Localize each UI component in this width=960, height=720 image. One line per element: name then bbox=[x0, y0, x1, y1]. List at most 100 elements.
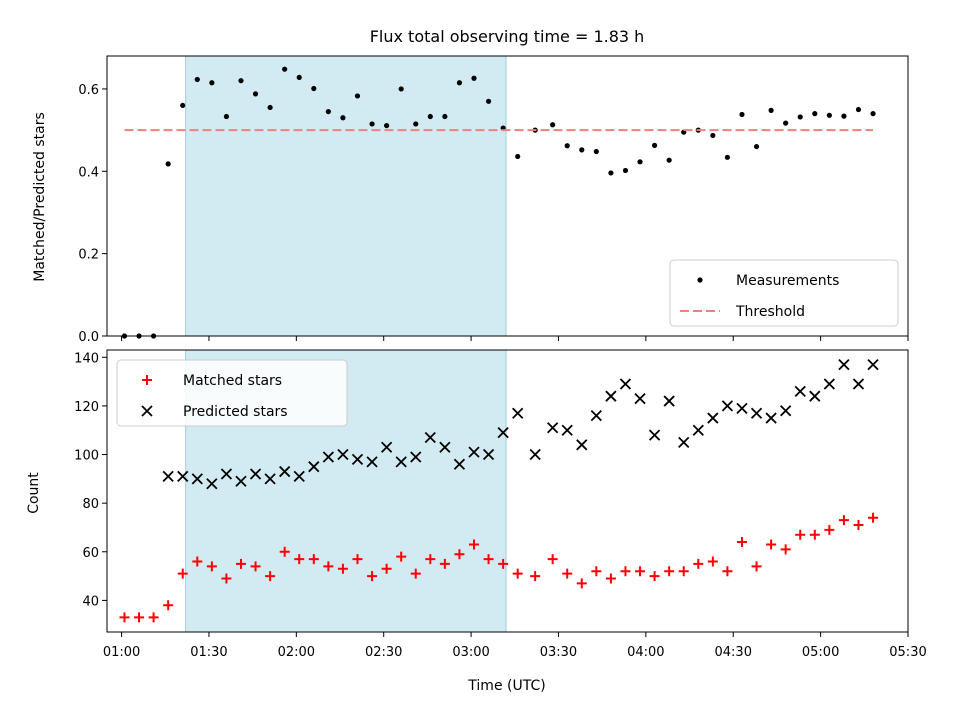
data-point bbox=[867, 358, 879, 371]
data-point bbox=[442, 113, 448, 120]
data-point bbox=[765, 412, 777, 424]
x-tick-label: 05:00 bbox=[802, 645, 839, 660]
data-point bbox=[337, 448, 349, 461]
data-point bbox=[223, 113, 230, 120]
data-point bbox=[678, 566, 689, 577]
legend-label: Threshold bbox=[735, 304, 805, 320]
data-point bbox=[267, 104, 273, 111]
data-point bbox=[325, 108, 331, 115]
data-point bbox=[648, 429, 661, 441]
y-tick-label: 0.2 bbox=[78, 248, 99, 263]
data-point bbox=[710, 132, 716, 139]
y-tick-label: 0.6 bbox=[78, 83, 99, 98]
y-tick-label: 40 bbox=[82, 594, 99, 609]
data-point bbox=[425, 554, 436, 565]
data-point bbox=[413, 121, 419, 127]
data-point bbox=[485, 98, 492, 104]
legend-swatch bbox=[697, 277, 703, 283]
data-point bbox=[220, 468, 233, 480]
data-point bbox=[780, 405, 792, 417]
data-point bbox=[853, 520, 864, 531]
data-point bbox=[163, 600, 174, 611]
data-point bbox=[605, 573, 616, 584]
data-point bbox=[308, 461, 320, 473]
data-point bbox=[235, 558, 246, 569]
data-point bbox=[469, 539, 480, 550]
data-point bbox=[340, 115, 346, 121]
data-point bbox=[593, 148, 599, 155]
data-point bbox=[751, 561, 762, 572]
y-tick-label: 0.0 bbox=[78, 330, 99, 345]
data-point bbox=[529, 448, 541, 461]
data-point bbox=[870, 111, 876, 117]
data-point bbox=[512, 568, 523, 579]
legend-label: Predicted stars bbox=[183, 404, 288, 420]
data-point bbox=[249, 468, 262, 480]
x-tick-label: 03:30 bbox=[540, 645, 577, 660]
data-point bbox=[707, 412, 719, 424]
data-point bbox=[664, 566, 675, 577]
data-point bbox=[206, 478, 218, 490]
data-point bbox=[721, 400, 734, 412]
data-point bbox=[162, 470, 174, 483]
data-point bbox=[753, 143, 760, 150]
data-point bbox=[424, 431, 436, 444]
data-point bbox=[351, 453, 364, 466]
data-point bbox=[547, 422, 559, 434]
data-point bbox=[367, 571, 378, 582]
bottom-y-axis-label: Count bbox=[26, 472, 42, 514]
data-point bbox=[439, 441, 451, 453]
data-point bbox=[768, 107, 774, 113]
data-point bbox=[736, 402, 748, 414]
data-point bbox=[279, 546, 290, 557]
data-point bbox=[838, 358, 850, 371]
data-point bbox=[739, 111, 745, 118]
y-tick-label: 120 bbox=[74, 400, 99, 415]
data-point bbox=[308, 554, 319, 565]
data-point bbox=[666, 157, 672, 163]
data-point bbox=[512, 407, 524, 419]
data-point bbox=[191, 473, 203, 485]
data-point bbox=[119, 612, 130, 623]
data-point bbox=[579, 147, 585, 153]
data-point bbox=[427, 113, 433, 120]
top-y-axis-label: Matched/Predicted stars bbox=[32, 112, 48, 282]
legend-label: Measurements bbox=[736, 273, 839, 289]
data-point bbox=[380, 441, 393, 453]
chart-title: Flux total observing time = 1.83 h bbox=[370, 27, 645, 46]
y-tick-label: 140 bbox=[74, 351, 99, 366]
data-point bbox=[750, 407, 763, 419]
data-point bbox=[483, 554, 494, 565]
data-point bbox=[852, 378, 865, 390]
data-point bbox=[354, 93, 361, 99]
data-point bbox=[250, 561, 261, 572]
data-point bbox=[823, 378, 835, 390]
plot-frame bbox=[106, 55, 909, 337]
data-point bbox=[530, 571, 541, 582]
data-point bbox=[221, 573, 232, 584]
legend-box bbox=[116, 359, 348, 427]
data-point bbox=[456, 80, 463, 86]
data-point bbox=[561, 424, 573, 436]
x-tick-label: 05:30 bbox=[889, 645, 926, 660]
data-point bbox=[384, 122, 390, 129]
data-point bbox=[649, 571, 660, 582]
data-point bbox=[663, 395, 675, 407]
data-point bbox=[468, 446, 480, 458]
data-point bbox=[608, 170, 614, 176]
data-point bbox=[398, 86, 404, 92]
data-point bbox=[826, 112, 832, 118]
x-tick-label: 01:00 bbox=[103, 645, 140, 660]
data-point bbox=[366, 456, 378, 468]
data-point bbox=[322, 451, 335, 463]
data-point bbox=[838, 515, 849, 526]
data-point bbox=[812, 111, 818, 117]
data-point bbox=[678, 436, 690, 449]
bottom-panel: 40 60 80 100 120 140 01:00 01:30 02:00 02:30 03:00… bbox=[74, 349, 927, 660]
data-point bbox=[692, 424, 704, 436]
data-point bbox=[381, 563, 392, 574]
x-tick-label: 01:30 bbox=[190, 645, 227, 660]
data-point bbox=[795, 529, 806, 540]
data-point bbox=[722, 566, 733, 577]
data-point bbox=[165, 161, 171, 167]
